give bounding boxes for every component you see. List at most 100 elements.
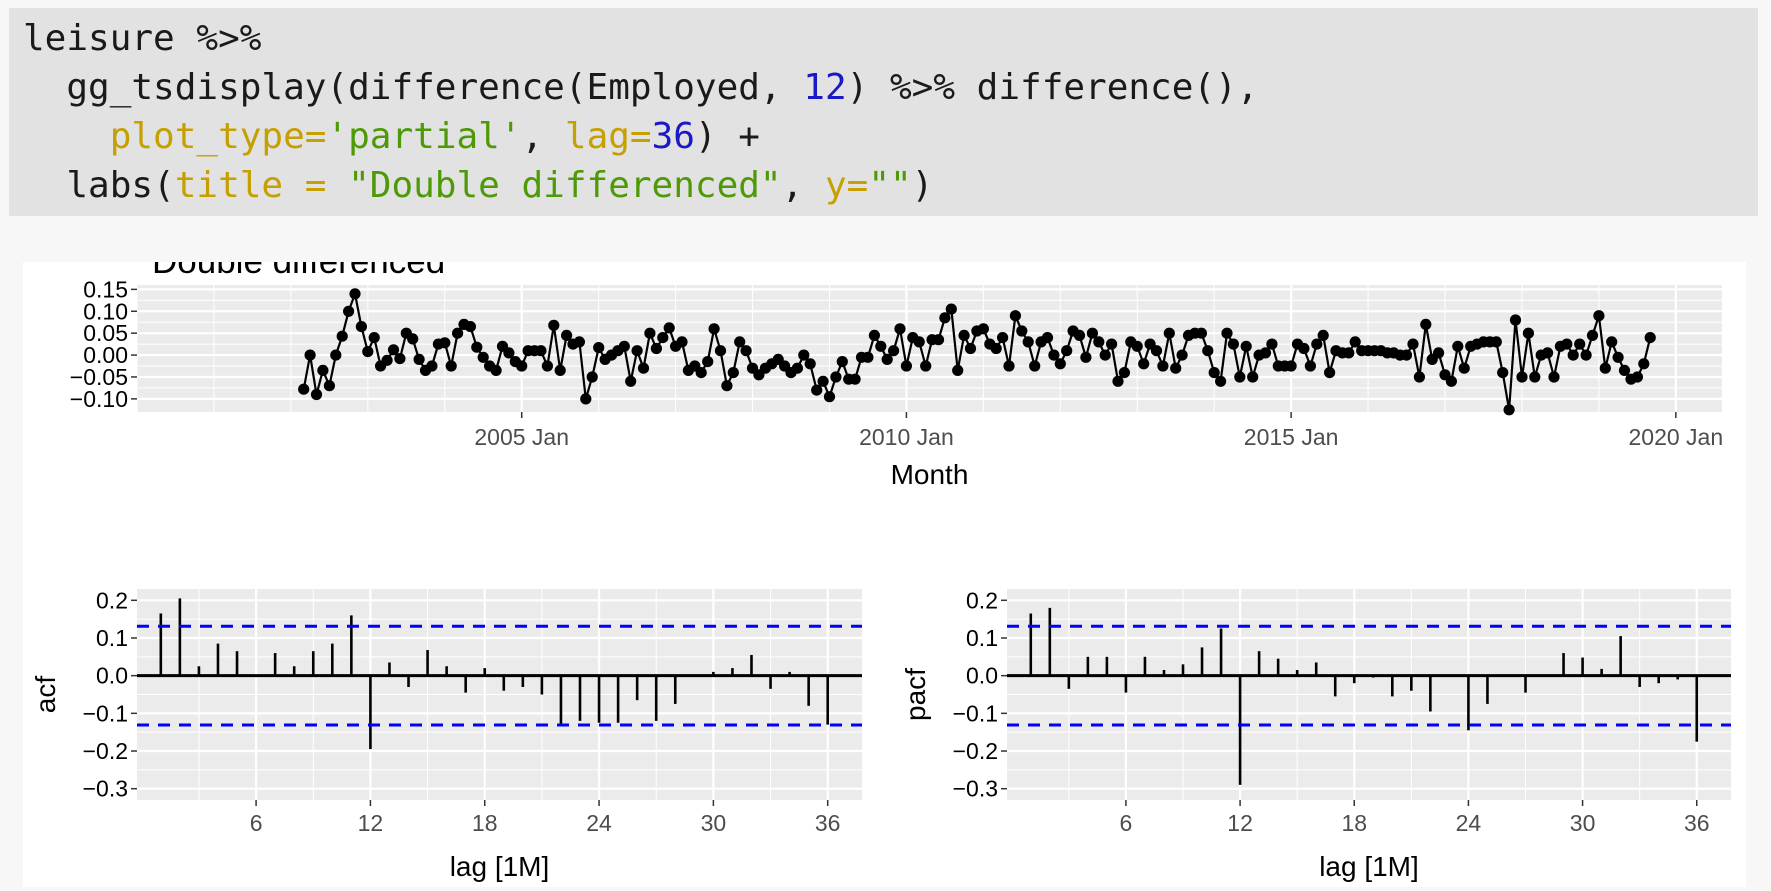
ts-y-tick-label: 0.05 — [83, 320, 128, 346]
ts-point — [708, 323, 720, 335]
ts-point — [1208, 367, 1220, 379]
ts-point — [932, 334, 945, 346]
ts-point — [1548, 371, 1560, 383]
ts-point — [464, 321, 476, 333]
ts-point — [1580, 349, 1592, 361]
ts-point — [1574, 338, 1586, 350]
ts-point — [1285, 360, 1297, 372]
ts-point — [407, 333, 419, 345]
ts-point — [997, 332, 1009, 344]
code-token: lag= — [564, 116, 652, 157]
ts-point — [1086, 327, 1098, 339]
ts-point — [439, 337, 451, 349]
ts-point — [586, 371, 598, 383]
code-line: gg_tsdisplay(difference(Employed, 12) %>… — [23, 67, 1258, 108]
ts-y-tick-label: −0.05 — [70, 364, 128, 390]
code-token: ) — [911, 165, 934, 206]
pacf-y-tick-label: −0.3 — [953, 776, 998, 802]
ts-point — [1138, 358, 1150, 370]
ts-point — [1458, 362, 1470, 374]
ts-point — [1061, 345, 1073, 357]
ts-point — [862, 351, 874, 363]
ts-point — [695, 367, 707, 379]
code-token: ) %>% difference(), — [846, 67, 1259, 108]
ts-point — [452, 327, 464, 339]
pacf-y-tick-label: −0.1 — [953, 700, 998, 726]
tsdisplay-plot: −0.10−0.050.000.050.100.15 2005 Jan 2010 J… — [30, 262, 1731, 882]
ts-point — [836, 356, 848, 368]
acf-x-tick-label: 12 — [358, 810, 384, 836]
ts-point — [1509, 314, 1522, 326]
ts-point — [1112, 375, 1124, 387]
ts-x-axis-label: Month — [891, 459, 969, 490]
ts-point — [343, 305, 355, 317]
pacf-y-axis-label: pacf — [900, 668, 931, 721]
ts-point — [1118, 367, 1130, 379]
ts-point — [1586, 329, 1599, 341]
acf-x-tick-label: 6 — [250, 810, 263, 836]
ts-point — [1516, 371, 1528, 383]
ts-point — [913, 336, 925, 348]
pacf-y-tick-label: 0.1 — [966, 625, 998, 651]
acf-y-tick-label: 0.2 — [96, 587, 128, 613]
pacf-x-tick-label: 12 — [1227, 810, 1253, 836]
ts-point — [1003, 360, 1015, 372]
ts-point — [791, 362, 804, 374]
ts-point — [1452, 340, 1464, 352]
pacf-y-tick-label: 0.2 — [966, 587, 998, 613]
ts-point — [1612, 351, 1624, 363]
ts-x-tick-label: 2010 Jan — [859, 424, 954, 450]
code-listing: leisure %>% gg_tsdisplay(difference(Empl… — [9, 8, 1758, 210]
pacf-y-tick-label: −0.2 — [953, 738, 998, 764]
ts-point — [1176, 349, 1188, 361]
ts-point — [1522, 327, 1534, 339]
ts-point — [644, 327, 656, 339]
ts-point — [1150, 345, 1163, 357]
ts-point — [310, 388, 323, 401]
ts-point — [1215, 375, 1227, 387]
code-token: gg_tsdisplay(difference(Employed, — [23, 67, 804, 108]
ts-point — [1343, 347, 1355, 359]
ts-x-tick-label: 2020 Jan — [1629, 424, 1724, 450]
ts-point — [1266, 338, 1278, 350]
ts-point — [1400, 349, 1413, 361]
ts-point — [535, 345, 547, 357]
code-line: plot_type='partial', lag=36) + — [23, 116, 760, 157]
ts-point — [952, 364, 964, 376]
chart-title: Double differenced — [152, 262, 445, 281]
ts-point — [894, 323, 906, 335]
ts-point — [958, 329, 970, 341]
ts-point — [727, 367, 739, 379]
ts-point — [503, 347, 515, 359]
ts-point — [811, 384, 823, 396]
ts-y-tick-label: 0.15 — [83, 276, 128, 302]
code-token: title = — [174, 165, 349, 206]
ts-point — [1445, 375, 1457, 387]
ts-point — [554, 364, 566, 376]
ts-point — [1016, 325, 1028, 337]
ts-point — [1644, 332, 1656, 344]
ts-point — [868, 329, 881, 341]
ts-point — [1157, 360, 1169, 372]
code-token — [23, 116, 110, 157]
acf-x-tick-label: 36 — [815, 810, 841, 836]
ts-point — [1407, 338, 1419, 350]
acf-x-tick-label: 24 — [586, 810, 612, 836]
ts-point — [304, 349, 316, 361]
ts-point — [1170, 362, 1182, 374]
acf-y-tick-label: −0.1 — [83, 700, 128, 726]
code-token: , — [521, 116, 565, 157]
ts-point — [1490, 336, 1502, 348]
ts-point — [349, 288, 361, 300]
ts-point — [1503, 404, 1515, 416]
ts-point — [945, 303, 957, 315]
ts-point — [541, 360, 554, 372]
ts-point — [721, 380, 733, 392]
ts-point — [804, 358, 816, 370]
ts-point — [657, 332, 669, 344]
code-token: y= — [824, 165, 869, 206]
code-token: 'partial' — [326, 116, 522, 157]
ts-point — [1618, 364, 1631, 376]
ts-point — [1202, 345, 1214, 357]
ts-y-tick-label: 0.10 — [83, 298, 128, 324]
